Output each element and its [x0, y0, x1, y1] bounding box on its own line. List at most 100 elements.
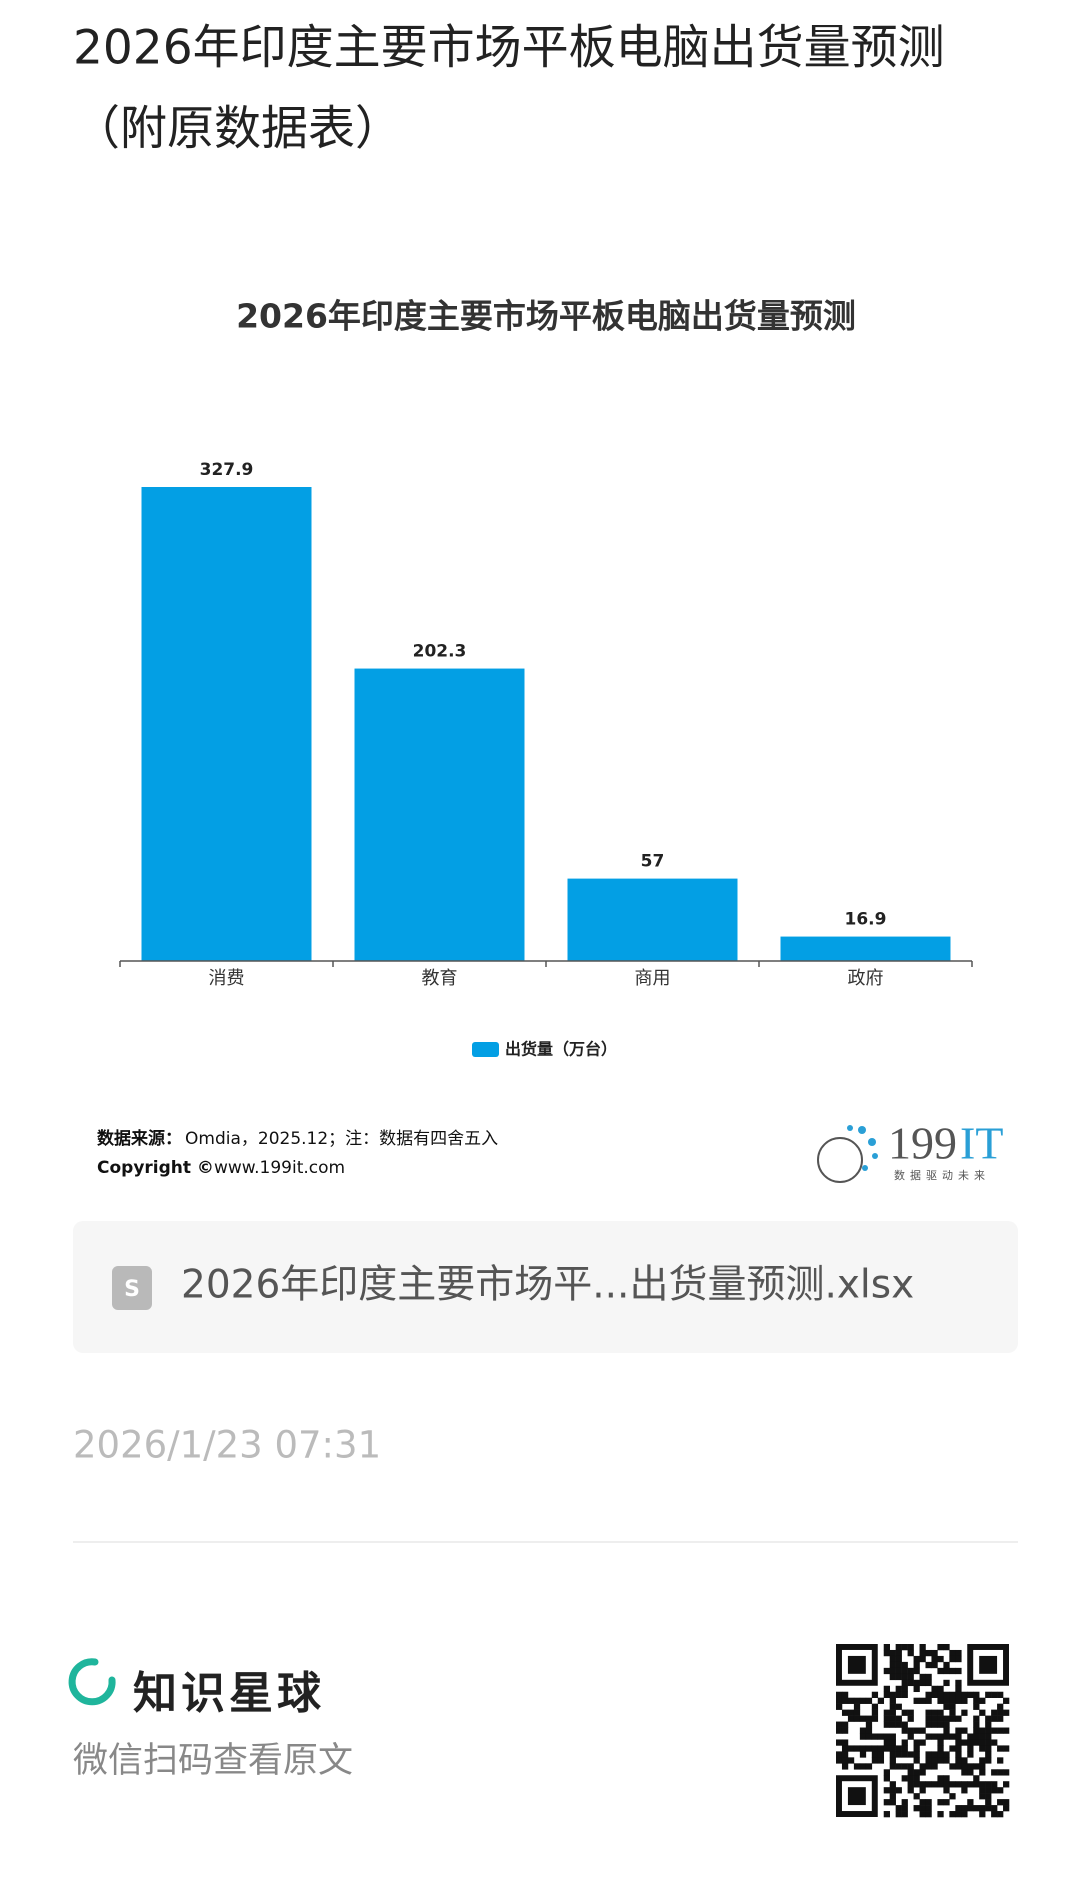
qr-module — [937, 1709, 944, 1716]
qr-module — [901, 1727, 908, 1734]
qr-module — [889, 1691, 896, 1698]
qr-module — [871, 1691, 879, 1698]
qr-module — [895, 1667, 902, 1675]
value-label: 202.3 — [413, 642, 467, 662]
qr-module — [943, 1799, 950, 1806]
qr-module — [889, 1703, 896, 1710]
qr-module — [1003, 1805, 1010, 1812]
qr-module — [997, 1709, 1004, 1716]
qr-module — [961, 1709, 968, 1716]
qr-module — [979, 1769, 986, 1776]
qr-module — [937, 1667, 944, 1675]
qr-module — [901, 1775, 908, 1782]
qr-module — [901, 1673, 908, 1681]
qr-module — [937, 1775, 944, 1782]
qr-module — [841, 1721, 849, 1728]
qr-module — [889, 1751, 896, 1758]
bar — [354, 668, 525, 961]
qr-module — [907, 1709, 914, 1716]
qr-module — [865, 1733, 873, 1740]
qr-module — [985, 1721, 992, 1728]
qr-module — [1003, 1745, 1010, 1752]
qr-module — [859, 1727, 867, 1734]
qr-module — [991, 1691, 998, 1698]
qr-module — [913, 1697, 920, 1704]
qr-module — [961, 1727, 968, 1734]
qr-module — [955, 1733, 962, 1740]
qr-module — [877, 1745, 885, 1752]
qr-module — [991, 1715, 998, 1722]
qr-module — [967, 1751, 974, 1758]
qr-module — [997, 1757, 1004, 1764]
qr-module — [859, 1697, 867, 1704]
qr-module — [937, 1781, 944, 1788]
qr-module — [901, 1667, 908, 1675]
qr-module — [919, 1649, 926, 1657]
qr-module — [985, 1739, 992, 1746]
qr-module — [961, 1811, 968, 1818]
qr-module — [895, 1644, 902, 1651]
qr-module — [991, 1787, 998, 1794]
attachment-card[interactable] — [73, 1221, 1018, 1353]
qr-module — [973, 1721, 980, 1728]
qr-module — [949, 1709, 956, 1716]
qr-module — [967, 1733, 974, 1740]
qr-module — [907, 1733, 914, 1740]
qr-module — [925, 1697, 932, 1704]
qr-module — [1003, 1781, 1010, 1788]
qr-module — [985, 1751, 992, 1758]
qr-module — [901, 1661, 908, 1669]
qr-module — [925, 1709, 932, 1716]
qr-module — [997, 1703, 1004, 1710]
qr-module — [859, 1751, 867, 1758]
qr-module — [997, 1769, 1004, 1776]
qr-module — [967, 1781, 974, 1788]
qr-module — [883, 1667, 890, 1675]
qr-module — [943, 1644, 950, 1651]
qr-module — [895, 1691, 902, 1698]
legend-swatch — [472, 1042, 499, 1057]
qr-module — [925, 1673, 932, 1681]
qr-module — [919, 1763, 926, 1770]
qr-module — [853, 1703, 861, 1710]
qr-module — [895, 1703, 902, 1710]
attachment-name[interactable]: 2026年印度主要市场平...出货量预测.xlsx — [181, 1263, 914, 1308]
qr-module — [997, 1811, 1004, 1818]
qr-module — [841, 1727, 849, 1734]
bar — [780, 936, 951, 961]
qr-module — [991, 1727, 998, 1734]
qr-module — [907, 1649, 914, 1657]
qr-module — [913, 1679, 920, 1687]
qr-module — [853, 1715, 861, 1722]
qr-module — [895, 1661, 902, 1669]
qr-module — [841, 1745, 849, 1752]
qr-module — [889, 1667, 896, 1675]
value-label: 16.9 — [845, 910, 887, 930]
qr-code[interactable] — [836, 1644, 1010, 1818]
qr-module — [925, 1661, 932, 1669]
file-icon — [112, 1266, 152, 1310]
qr-module — [979, 1733, 986, 1740]
qr-module — [889, 1739, 896, 1746]
qr-module — [889, 1733, 896, 1740]
qr-module — [919, 1727, 926, 1734]
qr-module — [913, 1739, 920, 1746]
qr-module — [973, 1697, 980, 1704]
qr-module — [931, 1757, 938, 1764]
qr-module — [985, 1727, 992, 1734]
qr-module — [961, 1787, 968, 1794]
qr-module — [973, 1727, 980, 1734]
qr-module — [841, 1763, 849, 1770]
qr-module — [889, 1673, 896, 1681]
qr-module — [943, 1775, 950, 1782]
qr-module — [836, 1757, 843, 1764]
qr-module — [943, 1733, 950, 1740]
qr-module — [1003, 1697, 1010, 1704]
qr-module — [925, 1763, 932, 1770]
qr-module — [973, 1781, 980, 1788]
qr-module — [955, 1691, 962, 1698]
qr-module — [913, 1685, 920, 1693]
qr-module — [931, 1715, 938, 1722]
qr-module — [847, 1745, 855, 1752]
qr-module — [985, 1799, 992, 1806]
